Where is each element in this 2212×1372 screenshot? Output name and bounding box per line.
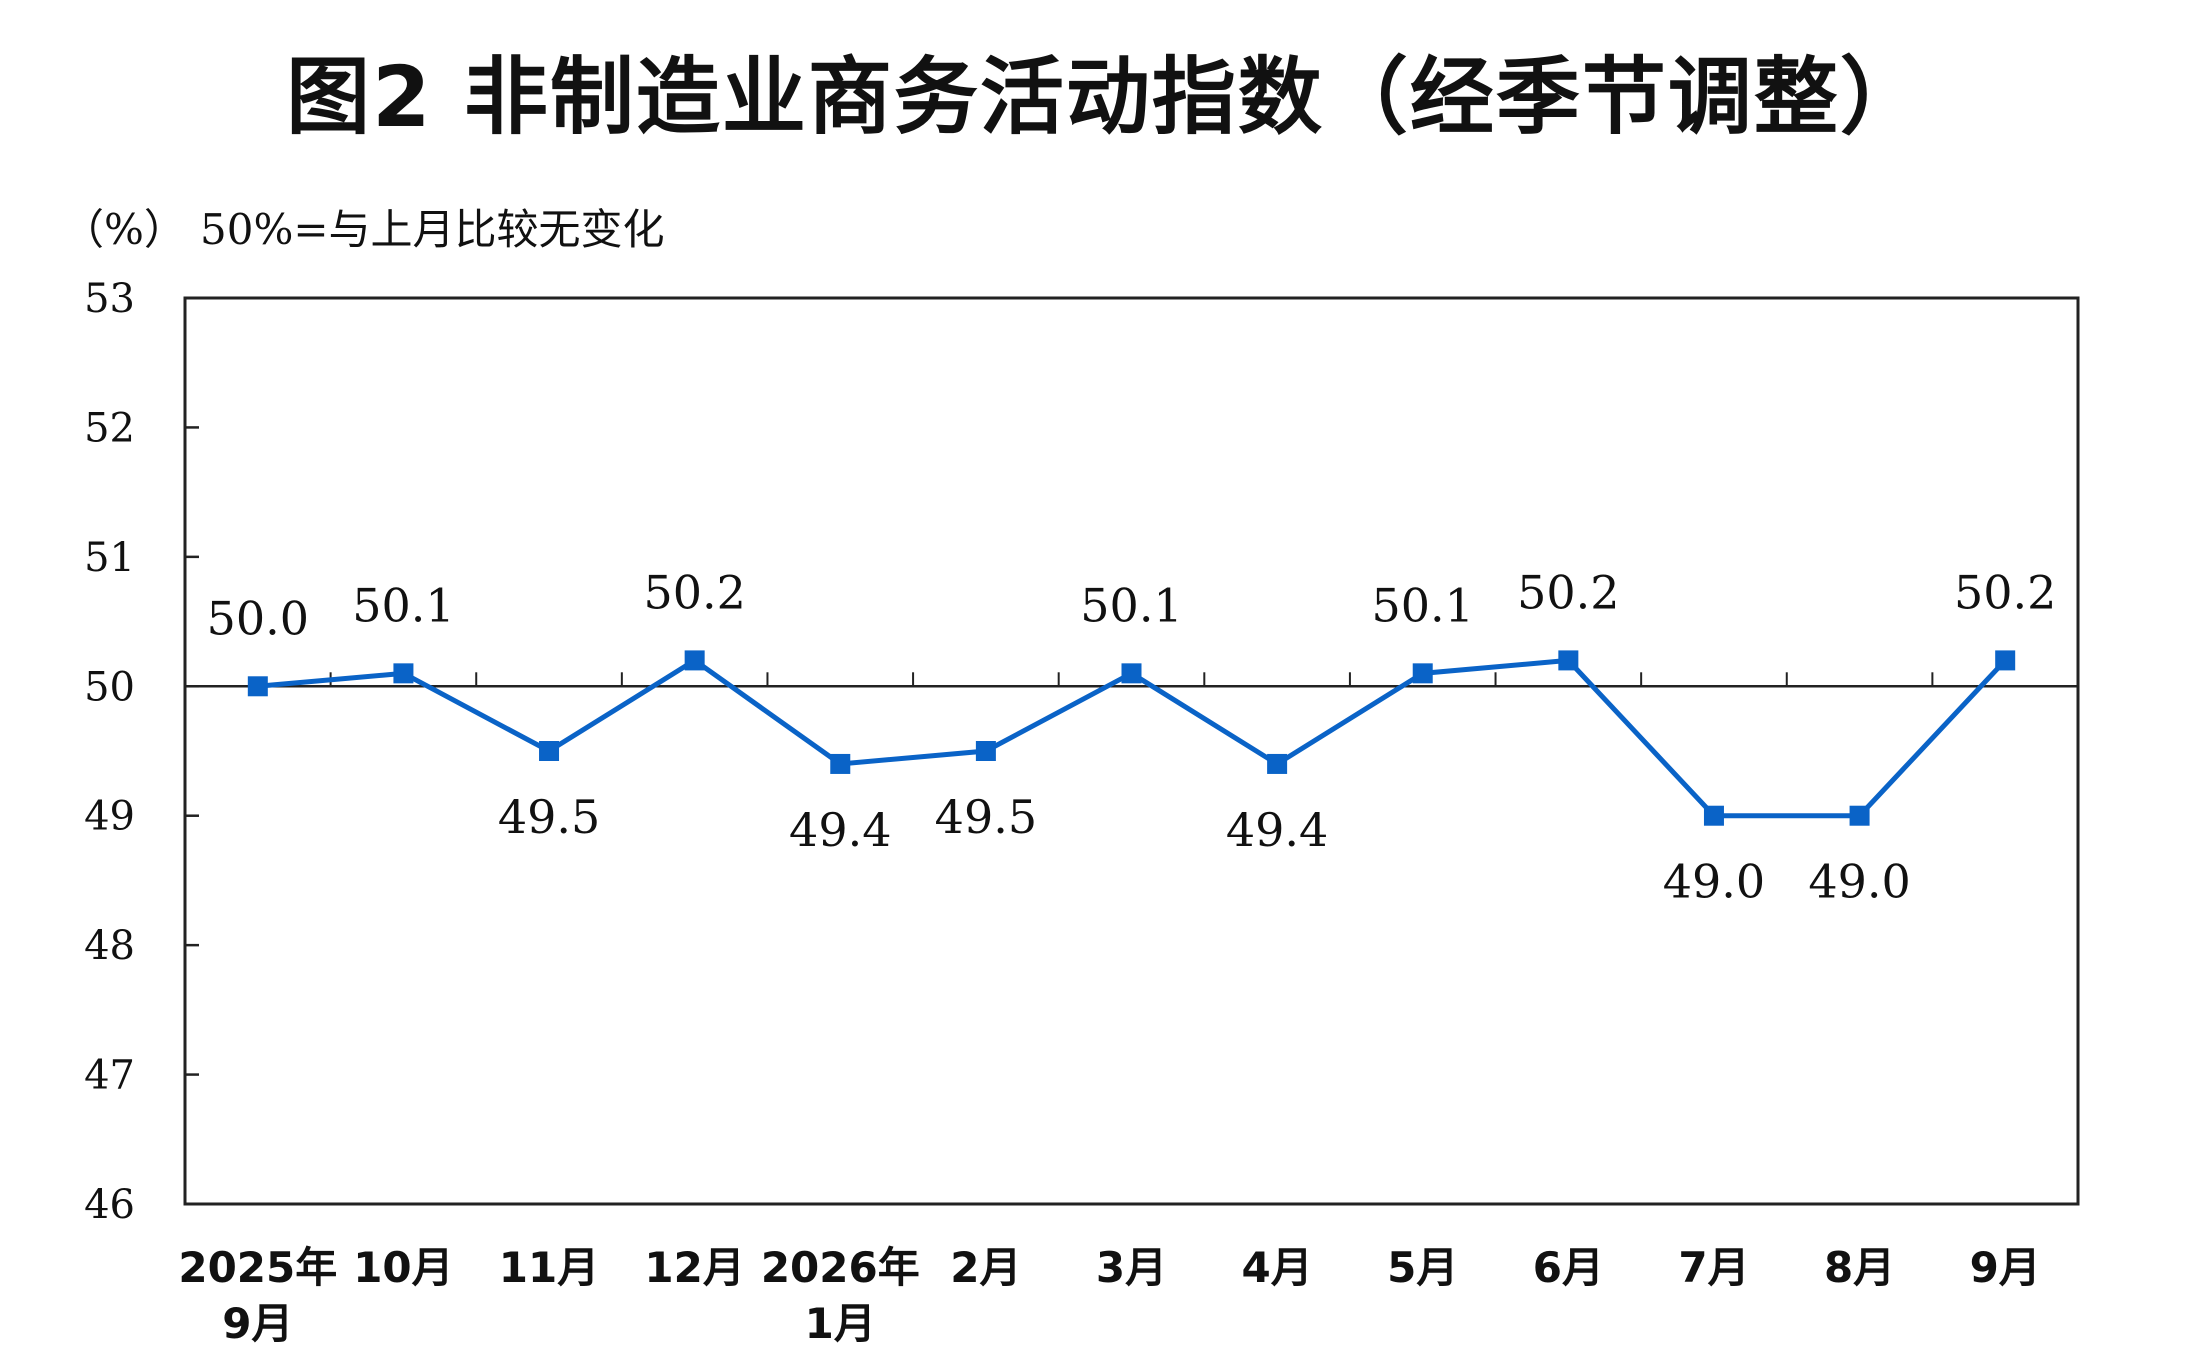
x-category-label-10-0: 7月: [1678, 1243, 1749, 1292]
data-label-11: 49.0: [1808, 855, 1910, 909]
x-category-label-0-0: 2025年: [178, 1243, 337, 1292]
x-category-label-7-0: 4月: [1241, 1243, 1312, 1292]
x-category-label-4-0: 2026年: [761, 1243, 920, 1292]
data-label-12: 50.2: [1954, 565, 2056, 619]
data-label-10: 49.0: [1663, 855, 1765, 909]
x-category-label-12-0: 9月: [1970, 1243, 2041, 1292]
data-point-6: [1121, 663, 1142, 684]
y-axis-unit-label: （%）: [62, 205, 186, 254]
y-tick-label-48: 48: [84, 923, 135, 969]
data-label-5: 49.5: [935, 790, 1037, 844]
data-label-8: 50.1: [1372, 578, 1474, 632]
x-category-label-8-0: 5月: [1387, 1243, 1458, 1292]
data-point-7: [1267, 753, 1288, 774]
data-label-4: 49.4: [789, 803, 891, 857]
data-point-2: [539, 741, 560, 761]
data-label-6: 50.1: [1080, 578, 1182, 632]
y-tick-label-50: 50: [84, 664, 135, 710]
x-category-label-0-1: 9月: [222, 1299, 293, 1348]
y-tick-label-47: 47: [84, 1053, 135, 1099]
y-tick-label-53: 53: [84, 276, 135, 322]
x-category-label-3-0: 12月: [644, 1243, 744, 1292]
data-label-0: 50.0: [207, 591, 309, 645]
chart-title: 图2 非制造业商务活动指数（经季节调整）: [286, 48, 1926, 146]
x-category-label-9-0: 6月: [1533, 1243, 1604, 1292]
y-tick-label-46: 46: [84, 1182, 135, 1228]
x-category-label-2-0: 11月: [499, 1243, 599, 1292]
data-label-9: 50.2: [1517, 565, 1619, 619]
data-point-4: [830, 753, 851, 774]
data-label-2: 49.5: [498, 790, 600, 844]
y-tick-label-52: 52: [84, 405, 135, 451]
plot-frame: [183, 296, 2080, 1206]
data-label-3: 50.2: [643, 565, 745, 619]
data-point-0: [247, 676, 268, 697]
data-point-1: [393, 663, 414, 684]
x-category-label-4-1: 1月: [805, 1299, 876, 1348]
x-category-label-11-0: 8月: [1824, 1243, 1895, 1292]
reference-note: 50%=与上月比较无变化: [200, 205, 665, 254]
x-category-label-1-0: 10月: [353, 1243, 453, 1292]
data-point-9: [1558, 650, 1579, 671]
data-label-1: 50.1: [352, 578, 454, 632]
data-point-12: [1995, 650, 2016, 671]
data-point-5: [975, 741, 996, 761]
data-point-10: [1703, 805, 1724, 826]
y-tick-label-49: 49: [84, 794, 135, 840]
y-tick-label-51: 51: [84, 535, 135, 581]
data-label-7: 49.4: [1226, 803, 1328, 857]
x-category-label-6-0: 3月: [1096, 1243, 1167, 1292]
data-point-11: [1849, 805, 1870, 826]
x-category-label-5-0: 2月: [950, 1243, 1021, 1292]
data-point-8: [1412, 663, 1433, 684]
data-point-3: [684, 650, 705, 671]
